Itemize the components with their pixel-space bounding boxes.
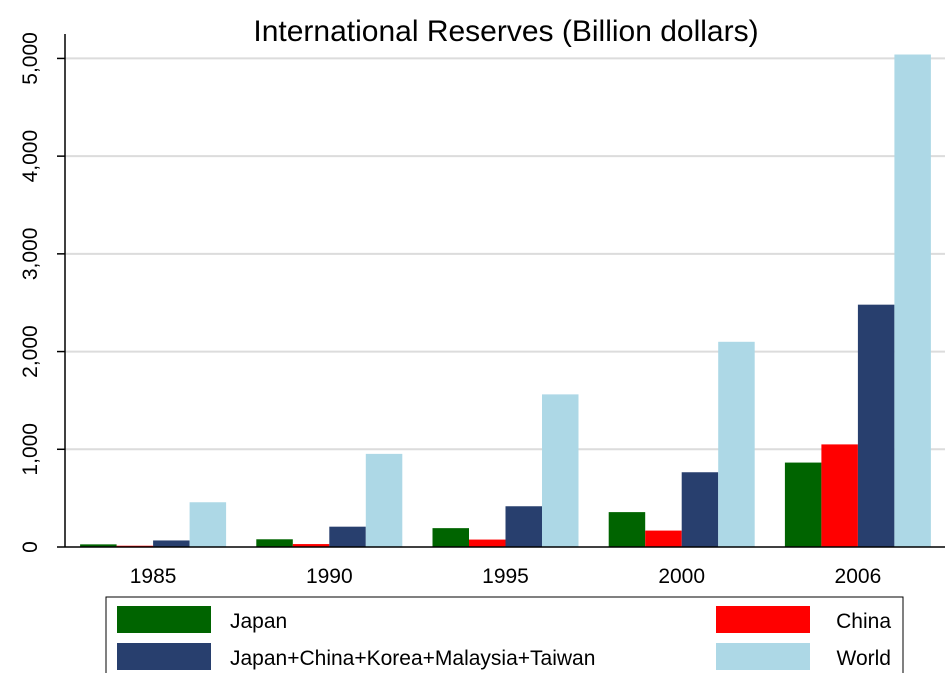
bar (469, 539, 506, 547)
bar (256, 539, 293, 547)
bar (608, 512, 646, 547)
bar (432, 528, 469, 547)
x-tick-label: 2000 (658, 565, 705, 588)
legend-label: Japan+China+Korea+Malaysia+Taiwan (230, 647, 595, 670)
bar (542, 394, 579, 547)
gridlines (65, 57, 945, 451)
x-tick-label: 1995 (482, 565, 529, 588)
bar (681, 472, 719, 547)
x-tick-label: 1985 (130, 565, 177, 588)
legend-swatch (716, 643, 810, 670)
bar (292, 544, 330, 547)
legend-swatch (117, 643, 211, 670)
y-tick-label: 1,000 (19, 423, 42, 476)
legend-label: China (836, 610, 891, 633)
x-tick-label: 1990 (306, 565, 353, 588)
legend-label: World (837, 647, 891, 670)
bar (784, 462, 822, 547)
y-tick-label: 5,000 (19, 32, 42, 85)
bar (505, 506, 542, 547)
chart-title: International Reserves (Billion dollars) (253, 15, 758, 48)
y-ticks: 0 1,000 2,000 3,000 4,000 5,000 (19, 32, 65, 553)
legend-label: Japan (230, 610, 287, 633)
bar (645, 530, 682, 547)
x-tick-label: 2006 (835, 565, 882, 588)
axes (64, 34, 945, 548)
y-tick-label: 2,000 (19, 325, 42, 378)
y-tick-label: 3,000 (19, 228, 42, 281)
bar (894, 54, 931, 548)
bar (189, 502, 227, 547)
x-ticks: 1985 1990 1995 2000 2006 (130, 565, 882, 588)
y-tick-label: 0 (19, 541, 42, 553)
bar (821, 444, 858, 547)
bars (80, 54, 931, 548)
bar (857, 304, 895, 547)
y-tick-label: 4,000 (19, 130, 42, 183)
bar (80, 544, 117, 547)
legend-swatch (716, 606, 810, 633)
bar (365, 453, 403, 547)
legend: Japan China Japan+China+Korea+Malaysia+Tai… (105, 596, 904, 673)
legend-swatch (117, 606, 211, 633)
bar (718, 341, 755, 547)
bar (329, 526, 366, 547)
bar (153, 540, 190, 547)
